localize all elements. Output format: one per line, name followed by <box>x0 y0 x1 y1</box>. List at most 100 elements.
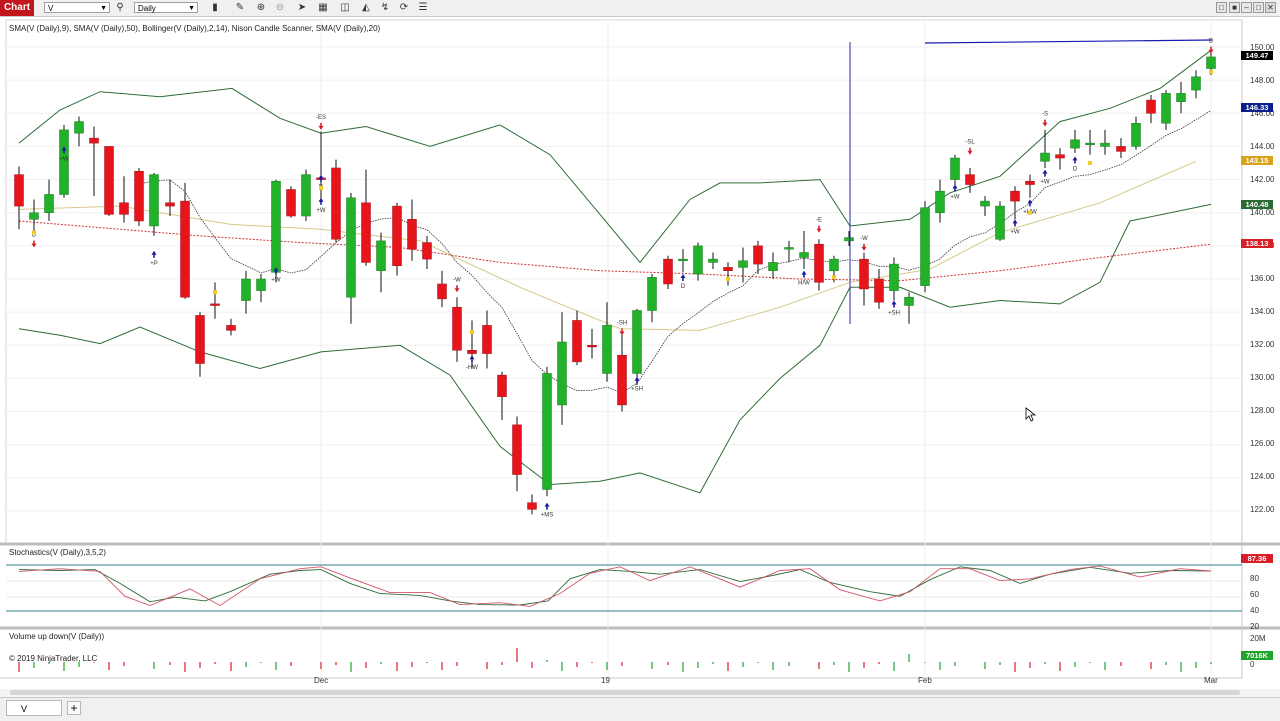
chart-tab-bar: V + <box>0 697 1280 721</box>
doji-dot <box>1088 161 1092 165</box>
sma20-line <box>18 160 1197 331</box>
horizontal-trend-line[interactable] <box>924 39 1213 44</box>
up-arrow-icon <box>151 250 157 258</box>
add-tab-button[interactable]: + <box>67 701 81 715</box>
candle-body <box>572 320 582 363</box>
pattern-label: +W <box>1010 229 1020 235</box>
chart-tab-v[interactable]: V <box>6 700 62 716</box>
search-icon[interactable]: ⚲ <box>116 2 124 13</box>
bar-style-icon[interactable]: ▮ <box>212 2 218 13</box>
refresh-icon[interactable]: ⟳ <box>399 2 409 13</box>
candle-body <box>859 258 869 290</box>
restore-button[interactable]: □ <box>1216 2 1227 13</box>
bull-candle <box>557 312 567 425</box>
doji-dot <box>470 330 474 335</box>
bear-candle <box>361 169 371 266</box>
bollinger-bands <box>18 49 1212 494</box>
mouse-cursor-icon <box>1025 407 1037 422</box>
candle-body <box>768 262 778 271</box>
bull-candle <box>647 274 657 323</box>
close-button[interactable]: ✕ <box>1265 2 1276 13</box>
candle-body <box>407 219 417 250</box>
candle-body <box>1191 76 1201 91</box>
bear-candle <box>527 494 537 515</box>
candle-body <box>256 278 266 291</box>
horizontal-scrollbar[interactable] <box>0 689 1280 697</box>
bear-candle <box>1116 138 1126 159</box>
candle-body <box>1161 93 1171 124</box>
pointer-icon[interactable]: ➤ <box>297 2 307 13</box>
bear-candle <box>859 252 869 306</box>
stoch-tick: 20 <box>1250 622 1259 631</box>
list-icon[interactable]: ☰ <box>418 2 428 13</box>
down-arrow-icon <box>1042 119 1048 127</box>
stoch-d-line <box>18 565 1212 607</box>
up-arrow-icon <box>318 174 324 182</box>
properties-icon[interactable]: ▦ <box>318 2 328 13</box>
candle-body <box>376 240 386 271</box>
pattern-label: +W <box>316 208 326 214</box>
chart-tab[interactable]: Chart <box>0 0 34 16</box>
bear-candle <box>617 333 627 412</box>
pattern-label: D <box>681 284 686 290</box>
doji-dot <box>213 290 217 295</box>
up-arrow-icon <box>1027 199 1033 207</box>
stoch-tick: 60 <box>1250 590 1259 599</box>
copyright-text: © 2019 NinjaTrader, LLC <box>9 654 98 663</box>
interval-selector[interactable]: Daily ▼ <box>134 2 198 13</box>
candle-body <box>195 315 205 364</box>
volume-value-badge: 7016K <box>1241 651 1273 660</box>
minimize-button[interactable]: – <box>1241 2 1252 13</box>
candle-body <box>693 245 703 275</box>
drawn-objects[interactable] <box>849 39 1213 324</box>
price-tick: 142.00 <box>1250 175 1275 184</box>
candle-body <box>829 258 839 271</box>
bull-candle <box>980 196 990 217</box>
stoch-value-badge: 87.36 <box>1241 554 1273 563</box>
drawing-tools-icon[interactable]: ↯ <box>380 2 390 13</box>
candle-body <box>935 190 945 213</box>
candle-body <box>346 197 356 298</box>
bull-candle <box>920 201 930 293</box>
pattern-label: +W <box>59 156 69 162</box>
candle-body <box>904 296 914 306</box>
price-tick: 140.00 <box>1250 208 1275 217</box>
candle-body <box>512 424 522 475</box>
bear-candle <box>1010 186 1020 220</box>
zoom-out-icon[interactable]: ⊖ <box>275 2 285 13</box>
chart-canvas[interactable]: +W D +P -ES +W D +W -W -HW +MS -SH +SH D H/W -E -W +SH -S… <box>0 16 1280 706</box>
bear-candle <box>180 182 190 299</box>
indicator-icon[interactable]: ◭ <box>362 2 370 13</box>
candle-body <box>437 283 447 300</box>
pencil-icon[interactable]: ✎ <box>235 2 245 13</box>
zoom-in-icon[interactable]: ⊕ <box>256 2 266 13</box>
pattern-label: +SH <box>631 387 643 393</box>
bear-candle <box>210 282 220 319</box>
maximize-button[interactable]: □ <box>1253 2 1264 13</box>
strategy-icon[interactable]: ◫ <box>340 2 350 13</box>
instrument-selector[interactable]: V ▼ <box>44 2 110 13</box>
candle-body <box>557 341 567 406</box>
bull-candle <box>1040 129 1050 168</box>
sma9-line <box>138 110 1212 394</box>
candle-body <box>753 245 763 265</box>
price-tick: 150.00 <box>1250 43 1275 52</box>
candle-body <box>89 137 99 144</box>
scrollbar-thumb[interactable] <box>10 690 1240 695</box>
link-button[interactable]: ■ <box>1229 2 1240 13</box>
pattern-label: +MS <box>541 513 554 519</box>
candle-body <box>74 121 84 134</box>
candle-body <box>678 258 688 262</box>
bear-candle <box>663 255 673 289</box>
candle-body <box>738 260 748 268</box>
candle-body <box>44 194 54 213</box>
candle-body <box>331 167 341 240</box>
candle-body <box>286 189 296 217</box>
bull-candle <box>1085 129 1095 155</box>
candlesticks[interactable] <box>14 50 1216 515</box>
price-panel-border <box>5 19 1243 545</box>
candle-body <box>119 202 129 215</box>
candle-body <box>980 200 990 207</box>
doji-dot <box>319 185 323 190</box>
bear-candle <box>753 240 763 275</box>
